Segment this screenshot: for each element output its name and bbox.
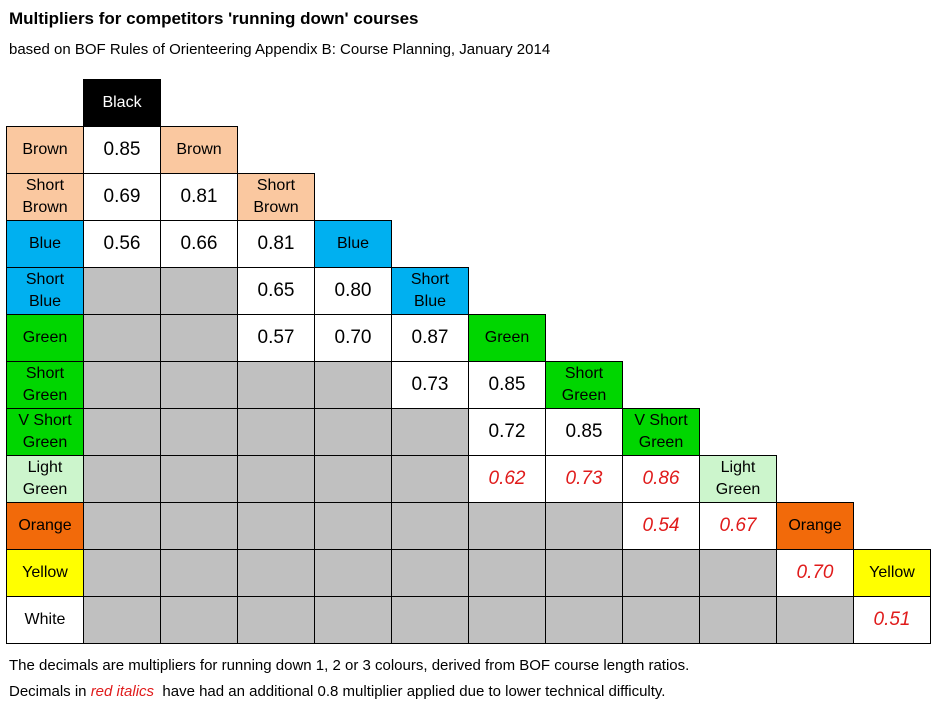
empty-cell (314, 408, 392, 456)
empty-cell (468, 502, 546, 550)
column-label-black: Black (83, 79, 161, 127)
multiplier-cell: 0.72 (468, 408, 546, 456)
column-label-blue: Blue (314, 220, 392, 268)
empty-cell (237, 502, 315, 550)
empty-cell (160, 455, 238, 503)
multiplier-cell: 0.81 (160, 173, 238, 221)
empty-cell (83, 596, 161, 644)
footer-note-2-before: Decimals in (9, 683, 91, 700)
multiplier-cell: 0.66 (160, 220, 238, 268)
empty-cell (160, 408, 238, 456)
row-label-short-brown: Short Brown (6, 173, 84, 221)
empty-cell (83, 408, 161, 456)
row-label-v-short-green: V Short Green (6, 408, 84, 456)
multiplier-cell: 0.70 (314, 314, 392, 362)
empty-cell (237, 596, 315, 644)
empty-cell (391, 549, 469, 597)
empty-cell (391, 596, 469, 644)
multiplier-cell: 0.81 (237, 220, 315, 268)
empty-cell (237, 361, 315, 409)
column-label-light-green: Light Green (699, 455, 777, 503)
multiplier-cell: 0.51 (853, 596, 931, 644)
empty-cell (83, 455, 161, 503)
empty-cell (160, 549, 238, 597)
empty-cell (160, 267, 238, 315)
empty-cell (622, 549, 700, 597)
multiplier-cell: 0.62 (468, 455, 546, 503)
empty-cell (314, 596, 392, 644)
multiplier-cell: 0.54 (622, 502, 700, 550)
footer-note-2-after: have had an additional 0.8 multiplier ap… (154, 683, 666, 700)
empty-cell (83, 502, 161, 550)
row-label-blue: Blue (6, 220, 84, 268)
empty-cell (545, 502, 623, 550)
multiplier-cell: 0.86 (622, 455, 700, 503)
empty-cell (545, 549, 623, 597)
column-label-yellow: Yellow (853, 549, 931, 597)
multiplier-cell: 0.85 (468, 361, 546, 409)
row-label-brown: Brown (6, 126, 84, 174)
row-label-short-blue: Short Blue (6, 267, 84, 315)
empty-cell (314, 549, 392, 597)
row-label-orange: Orange (6, 502, 84, 550)
empty-cell (83, 267, 161, 315)
empty-cell (314, 502, 392, 550)
multiplier-cell: 0.57 (237, 314, 315, 362)
empty-cell (468, 596, 546, 644)
empty-cell (468, 549, 546, 597)
multiplier-cell: 0.73 (391, 361, 469, 409)
empty-cell (314, 361, 392, 409)
column-label-orange: Orange (776, 502, 854, 550)
row-label-yellow: Yellow (6, 549, 84, 597)
empty-cell (160, 502, 238, 550)
row-label-green: Green (6, 314, 84, 362)
empty-cell (160, 596, 238, 644)
empty-cell (83, 314, 161, 362)
empty-cell (83, 549, 161, 597)
multiplier-cell: 0.65 (237, 267, 315, 315)
multiplier-cell: 0.80 (314, 267, 392, 315)
footer-note-2: Decimals in red italics have had an addi… (9, 683, 665, 700)
row-label-short-green: Short Green (6, 361, 84, 409)
footer-red-italics: red italics (90, 683, 155, 700)
empty-cell (545, 596, 623, 644)
page-title: Multipliers for competitors 'running dow… (9, 9, 419, 28)
row-label-light-green: Light Green (6, 455, 84, 503)
empty-cell (391, 455, 469, 503)
column-label-short-brown: Short Brown (237, 173, 315, 221)
empty-cell (237, 549, 315, 597)
column-label-brown: Brown (160, 126, 238, 174)
column-label-short-blue: Short Blue (391, 267, 469, 315)
empty-cell (237, 455, 315, 503)
multiplier-cell: 0.69 (83, 173, 161, 221)
multiplier-cell: 0.70 (776, 549, 854, 597)
column-label-short-green: Short Green (545, 361, 623, 409)
multiplier-cell: 0.67 (699, 502, 777, 550)
empty-cell (776, 596, 854, 644)
empty-cell (391, 502, 469, 550)
footer-note-1: The decimals are multipliers for running… (9, 657, 690, 674)
empty-cell (314, 455, 392, 503)
column-label-v-short-green: V Short Green (622, 408, 700, 456)
page-subtitle: based on BOF Rules of Orienteering Appen… (9, 41, 551, 58)
empty-cell (699, 549, 777, 597)
empty-cell (160, 361, 238, 409)
row-label-white: White (6, 596, 84, 644)
multiplier-cell: 0.73 (545, 455, 623, 503)
multiplier-cell: 0.56 (83, 220, 161, 268)
column-label-green: Green (468, 314, 546, 362)
multiplier-cell: 0.87 (391, 314, 469, 362)
empty-cell (622, 596, 700, 644)
empty-cell (160, 314, 238, 362)
empty-cell (83, 361, 161, 409)
multiplier-cell: 0.85 (83, 126, 161, 174)
multiplier-cell: 0.85 (545, 408, 623, 456)
empty-cell (237, 408, 315, 456)
empty-cell (391, 408, 469, 456)
empty-cell (699, 596, 777, 644)
